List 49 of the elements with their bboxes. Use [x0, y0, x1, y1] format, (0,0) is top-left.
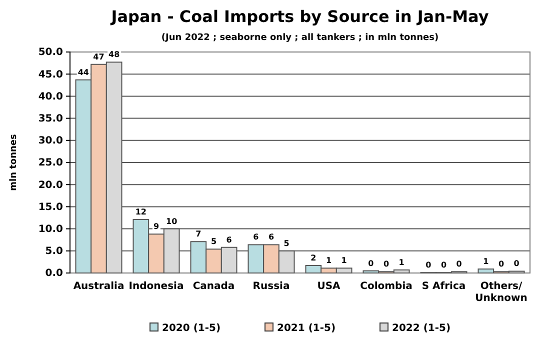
data-label: 9: [153, 222, 160, 232]
data-label: 1: [483, 257, 490, 266]
data-label: 0: [426, 260, 432, 270]
data-label: 0: [440, 260, 447, 270]
y-tick-label: 5.0: [45, 246, 64, 258]
x-tick-label: Russia: [252, 281, 290, 292]
data-label: 0: [498, 260, 504, 269]
data-label: 1: [398, 258, 405, 267]
chart-subtitle: (Jun 2022 ; seaborne only ; all tankers ; in mln tonnes): [161, 33, 439, 43]
y-tick-label: 30.0: [38, 136, 64, 147]
y-tick-label: 15.0: [38, 202, 64, 213]
chart-title: Japan - Coal Imports by Source in Jan-May: [110, 7, 490, 26]
data-label: 2: [310, 253, 316, 262]
y-tick-label: 25.0: [38, 158, 64, 169]
legend-label: 2021 (1-5): [277, 323, 336, 334]
legend-label: 2020 (1-5): [162, 323, 221, 334]
y-tick-label: 0.0: [45, 268, 64, 280]
data-label: 6: [226, 235, 232, 244]
data-label: 47: [93, 52, 104, 62]
data-label: 1: [341, 256, 348, 266]
y-tick-label: 40.0: [38, 91, 64, 102]
x-tick-label: S Africa: [422, 281, 466, 292]
data-label: 1: [326, 256, 332, 266]
data-label: 6: [253, 232, 260, 242]
data-label: 7: [196, 230, 202, 239]
x-tick-label: Colombia: [360, 281, 412, 292]
data-label: 0: [514, 259, 520, 268]
legend-label: 2022 (1-5): [392, 323, 451, 334]
data-label: 0: [383, 260, 390, 269]
data-label: 10: [166, 216, 178, 226]
x-tick-label: Canada: [192, 281, 235, 292]
y-tick-label: 50.0: [38, 47, 64, 58]
data-label: 44: [78, 68, 90, 77]
x-tick-label: Australia: [73, 281, 124, 292]
y-tick-label: 35.0: [38, 114, 64, 124]
x-tick-label: Others/ Unknown: [475, 281, 528, 304]
data-label: 12: [135, 208, 146, 217]
y-axis-title: mln tonnes: [9, 134, 19, 191]
x-tick-label: Indonesia: [128, 281, 184, 292]
data-label: 6: [268, 232, 274, 242]
y-tick-label: 10.0: [38, 224, 64, 235]
y-tick-label: 20.0: [38, 180, 64, 191]
data-label: 5: [284, 238, 290, 248]
data-label: 0: [456, 260, 462, 269]
data-label: 0: [368, 258, 374, 268]
data-label: 5: [210, 237, 217, 246]
data-label: 48: [108, 50, 120, 60]
x-tick-label: USA: [317, 281, 341, 292]
y-tick-label: 45.0: [38, 69, 64, 80]
